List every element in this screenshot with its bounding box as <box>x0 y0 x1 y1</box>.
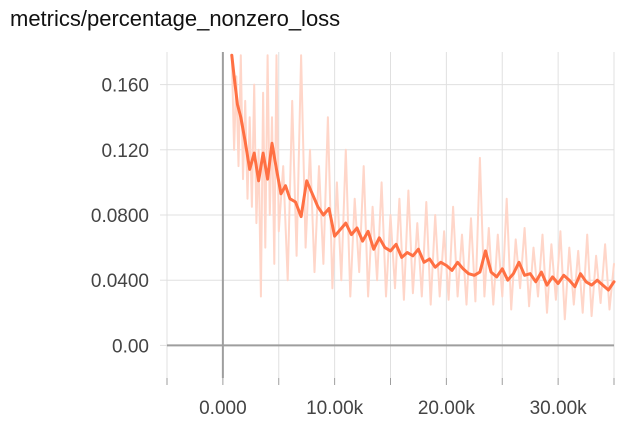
x-axis-ticks: 0.000 10.00k 20.00k 30.00k <box>166 378 615 419</box>
axes <box>167 52 614 378</box>
y-tick-label: 0.160 <box>101 76 149 97</box>
smoothed-series-line <box>230 53 616 292</box>
y-tick-label: 0.0800 <box>91 206 149 227</box>
x-tick-label: 10.00k <box>306 398 364 419</box>
y-axis-ticks: 0.00 0.0400 0.0800 0.120 0.160 <box>91 76 167 357</box>
smoothed-series-layer <box>230 53 616 292</box>
x-tick-label: 30.00k <box>530 398 588 419</box>
chart-title: metrics/percentage_nonzero_loss <box>10 6 341 31</box>
raw-series-line <box>230 54 615 321</box>
raw-series-layer <box>230 54 615 321</box>
y-tick-label: 0.120 <box>101 141 149 162</box>
x-tick-label: 20.00k <box>418 398 476 419</box>
y-tick-label: 0.0400 <box>91 271 149 292</box>
x-tick-label: 0.000 <box>199 398 247 419</box>
y-tick-label: 0.00 <box>112 336 149 357</box>
